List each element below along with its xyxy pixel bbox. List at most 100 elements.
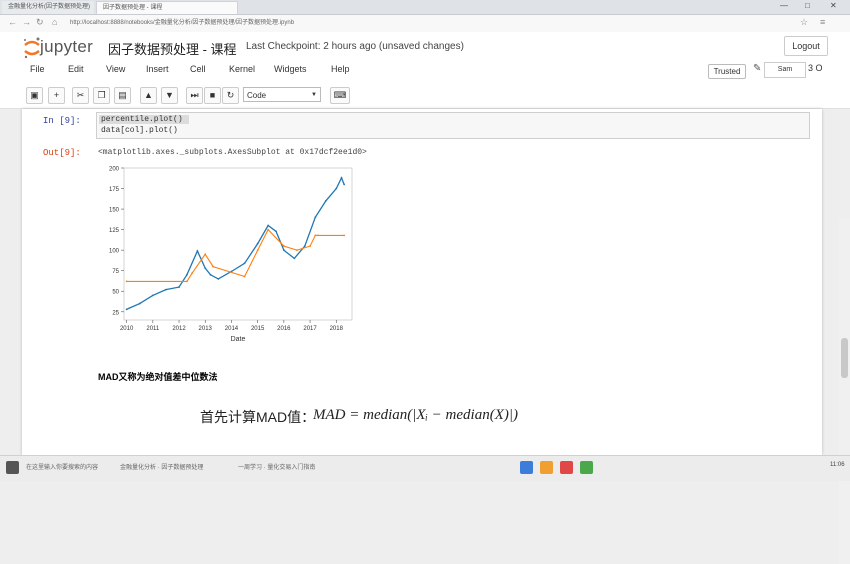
x-tick-label: 2013 [199, 326, 213, 332]
y-tick-label: 200 [109, 167, 120, 173]
stop-icon[interactable]: ■ [204, 87, 221, 104]
data-point [204, 253, 207, 256]
taskbar-item[interactable]: 金融量化分析 · 因子数据预处理 [120, 465, 204, 471]
chevron-down-icon: ▼ [311, 92, 317, 98]
x-tick-label: 2018 [330, 326, 344, 332]
data-point [314, 216, 317, 219]
back-icon[interactable]: ← [8, 17, 17, 27]
menu-edit[interactable]: Edit [68, 64, 84, 74]
paste-icon[interactable]: ▤ [114, 87, 131, 104]
url-field[interactable]: http://localhost:8888/notebooks/金融量化分析/因… [70, 20, 295, 26]
plot-area [123, 167, 353, 321]
x-tick-label: 2016 [277, 326, 291, 332]
x-tick-label: 2012 [172, 326, 186, 332]
arrow-up-icon[interactable]: ▲ [140, 87, 157, 104]
y-tick-label: 125 [109, 228, 120, 234]
data-point [151, 294, 154, 297]
browser-menu-icon[interactable]: ≡ [820, 17, 826, 27]
maximize-icon[interactable]: □ [805, 1, 810, 10]
taskbar-search[interactable]: 在这里输入你要搜索的内容 [26, 465, 99, 471]
logout-button[interactable]: Logout [784, 36, 828, 56]
browser-tab-active[interactable]: 因子数据预处理 - 课程 [96, 1, 238, 14]
jupyter-header: jupyter 因子数据预处理 - 课程 Last Checkpoint: 2 … [0, 32, 850, 86]
cell-type-value: Code [247, 91, 267, 100]
data-point [185, 280, 188, 283]
plus-icon[interactable]: + [48, 87, 65, 104]
cell-type-select[interactable]: Code ▼ [243, 87, 321, 102]
x-tick-label: 2015 [251, 326, 265, 332]
kernel-indicator[interactable]: Sam [764, 62, 806, 78]
menu-insert[interactable]: Insert [146, 64, 169, 74]
menu-view[interactable]: View [106, 64, 126, 74]
home-icon[interactable]: ⌂ [52, 17, 58, 27]
data-point [267, 224, 270, 227]
data-point [212, 265, 215, 268]
data-point [293, 257, 296, 260]
menu-cell[interactable]: Cell [190, 64, 206, 74]
y-tick-label: 150 [109, 208, 120, 214]
data-point [243, 275, 246, 278]
data-point [165, 288, 167, 291]
data-point [343, 234, 346, 237]
data-point [324, 199, 327, 202]
trusted-badge[interactable]: Trusted [708, 64, 746, 79]
minimize-icon[interactable]: — [780, 1, 788, 10]
menu-help[interactable]: Help [331, 64, 350, 74]
code-cell-editor[interactable]: percentile.plot() data[col].plot() [96, 112, 810, 139]
app-icon[interactable] [540, 461, 553, 474]
address-bar: ← → ↻ ⌂ http://localhost:8888/notebooks/… [0, 15, 850, 33]
selection-highlight [99, 115, 189, 124]
scrollbar[interactable] [839, 218, 850, 564]
menu-file[interactable]: File [30, 64, 45, 74]
x-tick-label: 2011 [146, 326, 160, 332]
arrow-down-icon[interactable]: ▼ [161, 87, 178, 104]
notebook-toolbar: ▣ + ✂ ❐ ▤ ▲ ▼ ⏭ ■ ↻ Code ▼ ⌨ [0, 86, 850, 109]
data-point [196, 250, 199, 252]
output-repr: <matplotlib.axes._subplots.AxesSubplot a… [98, 148, 367, 157]
data-point [340, 176, 343, 179]
close-icon[interactable]: ✕ [830, 1, 837, 10]
start-icon[interactable] [6, 461, 19, 474]
cut-icon[interactable]: ✂ [72, 87, 89, 104]
jupyter-logo[interactable] [22, 36, 102, 60]
input-prompt: In [9]: [43, 116, 81, 126]
restart-icon[interactable]: ↻ [222, 87, 239, 104]
mad-formula: MAD = median(|Xᵢ − median(X)|) [313, 407, 518, 423]
output-prompt: Out[9]: [43, 148, 81, 158]
code-line: data[col].plot() [101, 126, 178, 135]
step-forward-icon[interactable]: ⏭ [186, 87, 203, 104]
data-point [243, 262, 246, 265]
menu-widgets[interactable]: Widgets [274, 64, 307, 74]
reload-icon[interactable]: ↻ [36, 17, 44, 27]
app-icon[interactable] [520, 461, 533, 474]
data-point [256, 242, 259, 245]
notebook-title[interactable]: 因子数据预处理 - 课程 [108, 42, 237, 57]
data-point [335, 187, 338, 190]
scrollbar-thumb[interactable] [841, 338, 848, 378]
data-point [282, 245, 285, 247]
save-icon[interactable]: ▣ [26, 87, 43, 104]
pencil-icon[interactable]: ✎ [753, 63, 762, 74]
copy-icon[interactable]: ❐ [93, 87, 110, 104]
data-point [314, 234, 317, 237]
y-tick-label: 175 [109, 187, 120, 193]
x-tick-label: 2010 [120, 326, 134, 332]
x-tick-label: 2014 [225, 326, 239, 332]
checkpoint-status: Last Checkpoint: 2 hours ago (unsaved ch… [246, 41, 464, 52]
keyboard-icon[interactable]: ⌨ [330, 87, 350, 104]
data-point [282, 249, 285, 252]
browser-tab[interactable]: 金融量化分析(因子数据预处理) [2, 1, 94, 14]
taskbar-item[interactable]: 一周学习 · 量化交易入门指南 [238, 465, 316, 471]
data-point [209, 273, 212, 276]
app-icon[interactable] [580, 461, 593, 474]
menu-kernel[interactable]: Kernel [229, 64, 256, 74]
x-tick-label: 2017 [303, 326, 317, 332]
x-axis-label: Date [231, 336, 246, 343]
app-icon[interactable] [560, 461, 573, 474]
data-point [343, 183, 346, 186]
data-point [125, 308, 128, 311]
data-point [275, 230, 277, 233]
kernel-status: 3 O [808, 63, 823, 73]
forward-icon[interactable]: → [22, 17, 31, 27]
star-icon[interactable]: ☆ [800, 17, 809, 27]
